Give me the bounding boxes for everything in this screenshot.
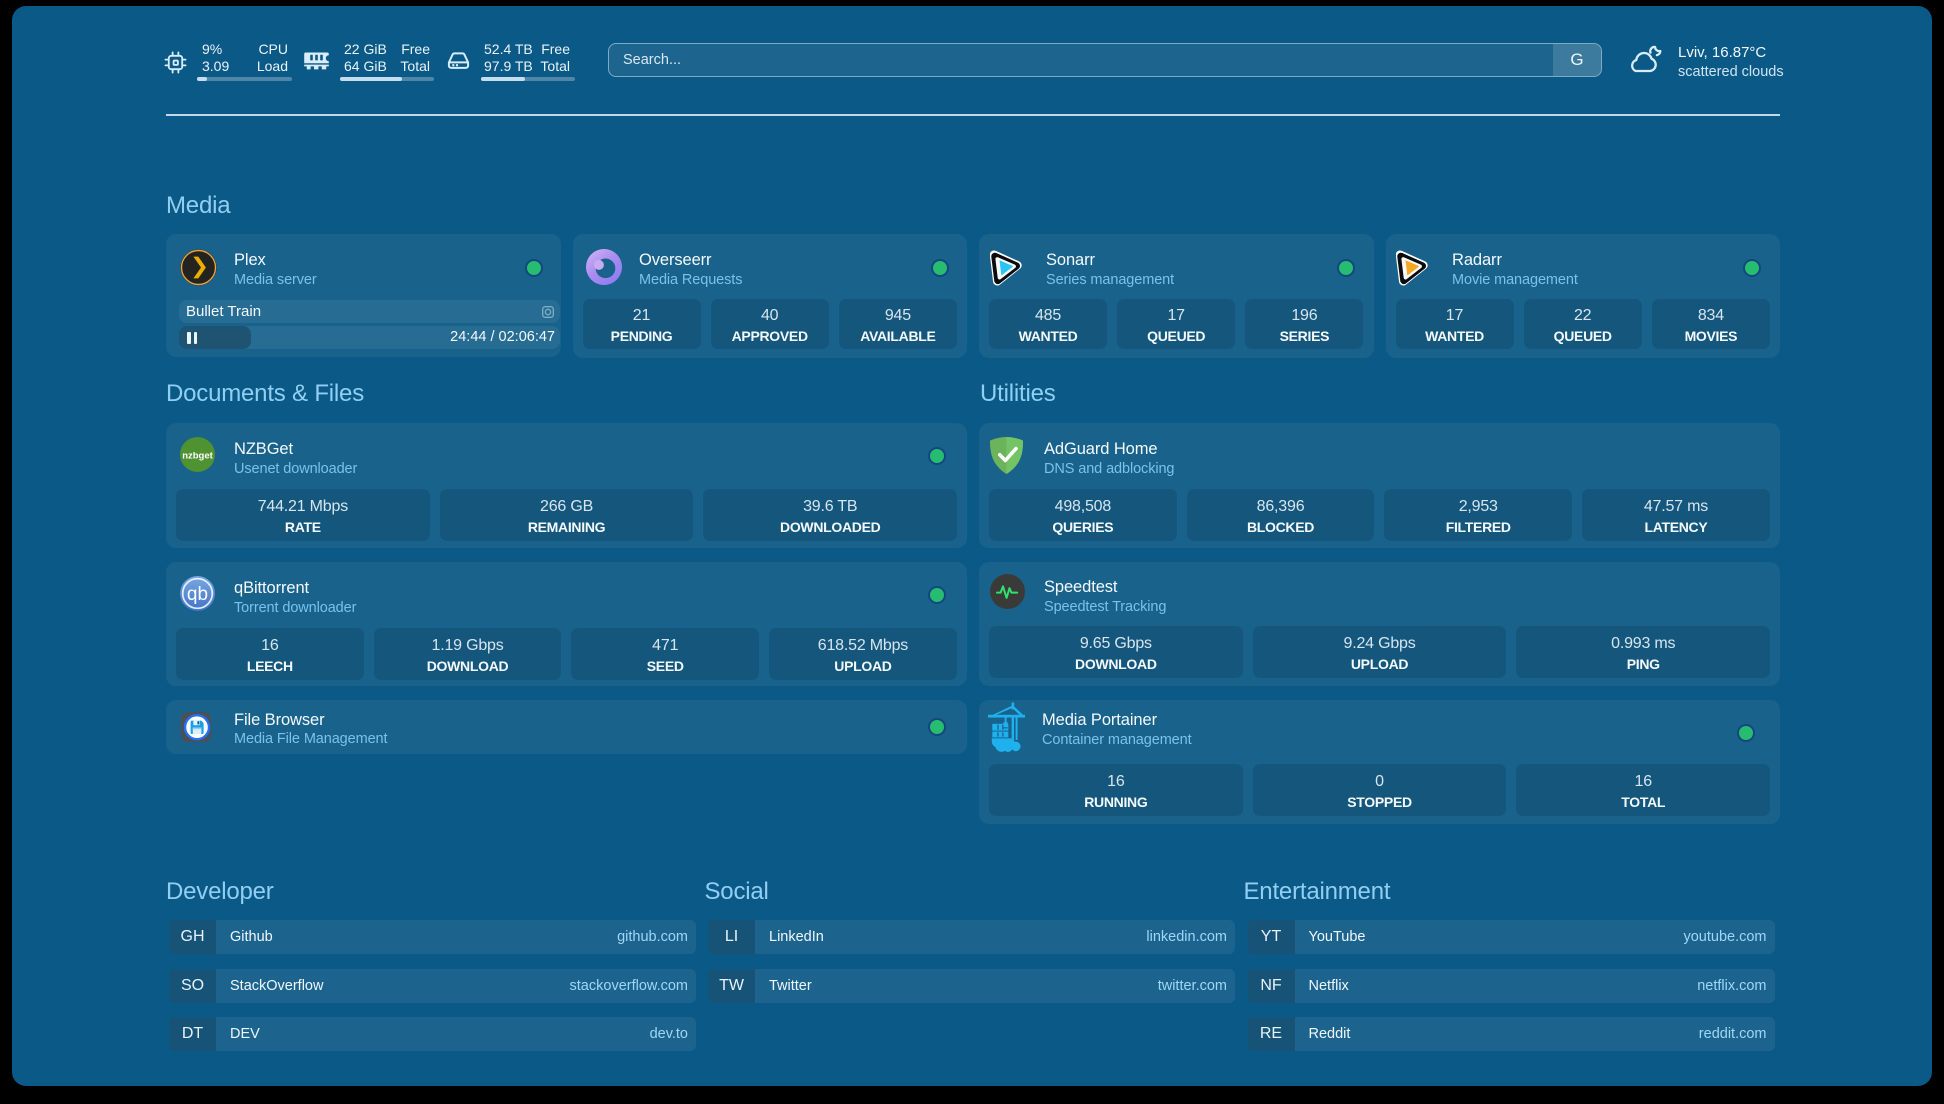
svg-text:qb: qb <box>187 584 208 605</box>
svg-text:nzbget: nzbget <box>182 451 213 462</box>
